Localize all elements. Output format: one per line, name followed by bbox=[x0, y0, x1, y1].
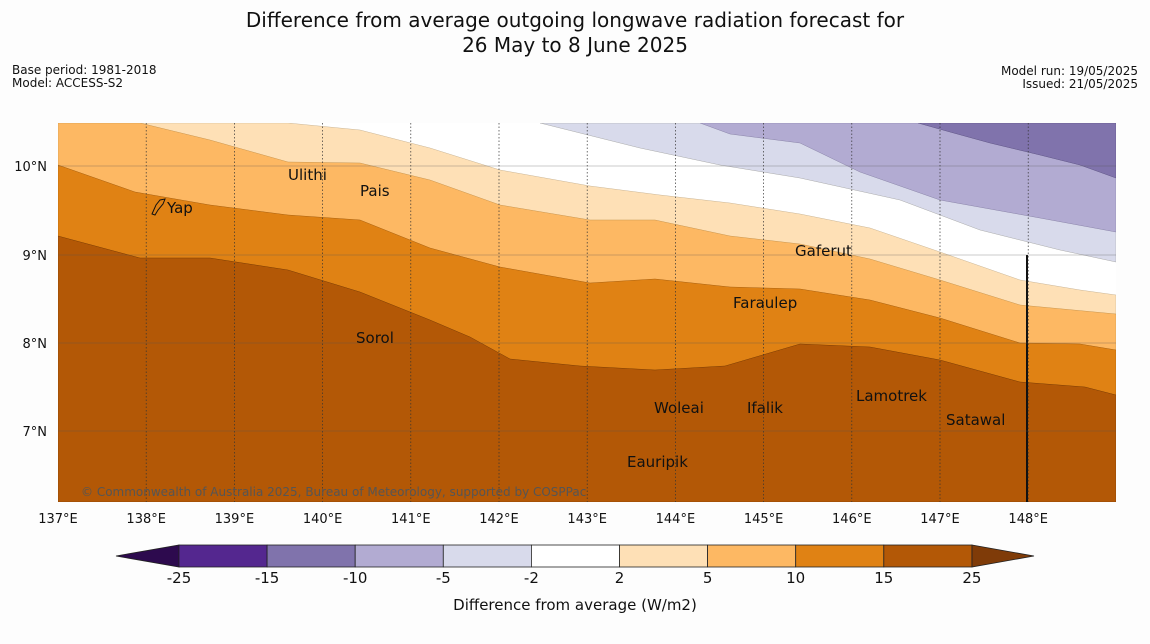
lon-label-3: 140°E bbox=[303, 512, 343, 527]
colorbar-cell-7 bbox=[795, 544, 885, 568]
latitude-gridlines bbox=[58, 165, 1116, 432]
colorbar-tick-4: -2 bbox=[524, 569, 539, 587]
place-labels: Ulithi Pais Yap Gaferut Faraulep Sorol L… bbox=[166, 166, 1005, 471]
place-lamotrek: Lamotrek bbox=[856, 387, 927, 405]
lon-label-10: 147°E bbox=[920, 512, 960, 527]
colorbar-cell-0 bbox=[178, 544, 268, 568]
issued-date: Issued: 21/05/2025 bbox=[1022, 77, 1138, 91]
copyright-notice: © Commonwealth of Australia 2025, Bureau… bbox=[81, 485, 586, 499]
lon-label-0: 137°E bbox=[38, 512, 78, 527]
place-ifalik: Ifalik bbox=[747, 399, 783, 417]
longitude-labels: 137°E 138°E 139°E 140°E 141°E 142°E 143°E 144°E… bbox=[38, 512, 1048, 527]
place-ulithi: Ulithi bbox=[288, 166, 327, 184]
colorbar-tick-3: -5 bbox=[436, 569, 451, 587]
lat-label-9: 9°N bbox=[23, 249, 48, 264]
lon-label-2: 139°E bbox=[215, 512, 255, 527]
meta-right: Model run: 19/05/2025 Issued: 21/05/2025 bbox=[1001, 65, 1138, 91]
colorbar: -25 -15 -10 -5 -2 2 5 10 15 25 Difference from av… bbox=[115, 544, 1035, 614]
colorbar-tick-labels: -25 -15 -10 -5 -2 2 5 10 15 25 bbox=[167, 569, 982, 587]
place-faraulep: Faraulep bbox=[733, 294, 797, 312]
colorbar-cell-3 bbox=[442, 544, 532, 568]
place-woleai: Woleai bbox=[654, 399, 704, 417]
colorbar-tick-2: -10 bbox=[343, 569, 368, 587]
title-line-2: 26 May to 8 June 2025 bbox=[462, 33, 688, 57]
colorbar-cell-5 bbox=[619, 544, 708, 568]
place-sorol: Sorol bbox=[356, 329, 394, 347]
colorbar-tick-9: 25 bbox=[962, 569, 981, 587]
place-pais: Pais bbox=[360, 182, 390, 200]
colorbar-cell-1 bbox=[266, 544, 356, 568]
colorbar-tick-6: 5 bbox=[703, 569, 713, 587]
lon-label-4: 141°E bbox=[391, 512, 431, 527]
lon-label-6: 143°E bbox=[567, 512, 607, 527]
longitude-gridlines bbox=[145, 123, 1029, 502]
lon-label-9: 146°E bbox=[832, 512, 872, 527]
colorbar-extend-high bbox=[971, 544, 1035, 568]
lat-label-8: 8°N bbox=[23, 337, 48, 352]
colorbar-tick-8: 15 bbox=[874, 569, 893, 587]
band-minus15-minus10 bbox=[917, 123, 1116, 179]
meta-left: Base period: 1981-2018 Model: ACCESS-S2 bbox=[12, 64, 157, 90]
yap-island-shape bbox=[151, 198, 166, 216]
lat-label-7: 7°N bbox=[23, 425, 48, 440]
colorbar-cell-2 bbox=[354, 544, 444, 568]
base-period: Base period: 1981-2018 bbox=[12, 63, 157, 77]
colorbar-cell-4 bbox=[531, 544, 620, 568]
lat-label-10: 10°N bbox=[14, 160, 47, 175]
lon-label-8: 145°E bbox=[744, 512, 784, 527]
lon-label-1: 138°E bbox=[126, 512, 166, 527]
colorbar-tick-7: 10 bbox=[786, 569, 805, 587]
model-name: Model: ACCESS-S2 bbox=[12, 76, 124, 90]
colorbar-cell-6 bbox=[707, 544, 797, 568]
latitude-labels: 10°N 9°N 8°N 7°N bbox=[14, 160, 47, 440]
place-eauripik: Eauripik bbox=[627, 453, 688, 471]
lon-label-5: 142°E bbox=[479, 512, 519, 527]
place-satawal: Satawal bbox=[946, 411, 1005, 429]
title-line-1: Difference from average outgoing longwav… bbox=[245, 8, 905, 32]
colorbar-tick-0: -25 bbox=[167, 569, 192, 587]
place-gaferut: Gaferut bbox=[795, 242, 852, 260]
colorbar-cells bbox=[178, 544, 973, 568]
place-yap: Yap bbox=[166, 199, 193, 217]
colorbar-title: Difference from average (W/m2) bbox=[453, 596, 697, 614]
colorbar-tick-1: -15 bbox=[255, 569, 280, 587]
colorbar-extend-low bbox=[115, 544, 180, 568]
map-title: Difference from average outgoing longwav… bbox=[0, 8, 1150, 58]
lon-label-11: 148°E bbox=[1008, 512, 1048, 527]
colorbar-tick-5: 2 bbox=[615, 569, 625, 587]
lon-label-7: 144°E bbox=[656, 512, 696, 527]
colorbar-cell-8 bbox=[883, 544, 973, 568]
model-run: Model run: 19/05/2025 bbox=[1000, 64, 1138, 78]
